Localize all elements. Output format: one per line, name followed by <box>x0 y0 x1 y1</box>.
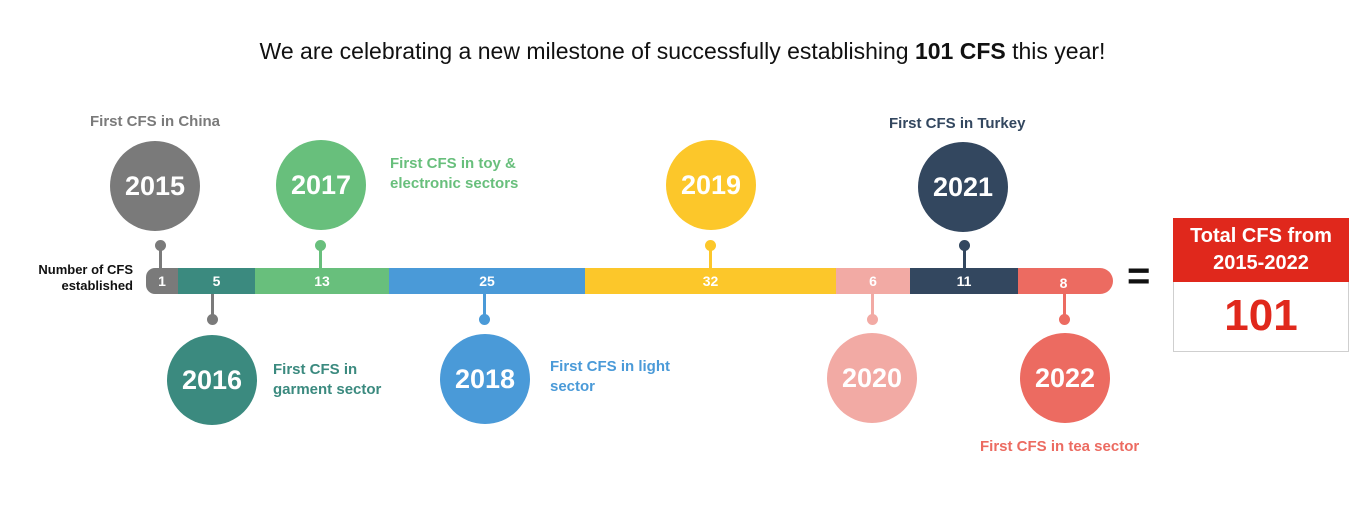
bar-2017: 13 <box>255 268 389 294</box>
bar-value: 1 <box>158 273 166 289</box>
circle-2021: 2021 <box>918 142 1008 232</box>
bar-value: 13 <box>314 273 330 289</box>
bar-value: 11 <box>956 273 972 289</box>
bar-2019: 32 <box>585 268 836 294</box>
bar-2021: 11 <box>910 268 1018 294</box>
circle-2019: 2019 <box>666 140 756 230</box>
connector-dot <box>867 314 878 325</box>
circle-2020: 2020 <box>827 333 917 423</box>
caption-2022: First CFS in tea sector <box>980 438 1140 455</box>
equals-sign: = <box>1127 254 1151 298</box>
connector-dot <box>315 240 326 251</box>
connector-stem <box>319 246 322 268</box>
connector-stem <box>709 246 712 268</box>
total-box: Total CFS from 2015-2022 101 <box>1173 218 1349 352</box>
bar-value: 32 <box>702 273 719 289</box>
bar-2015: 1 <box>146 268 178 294</box>
connector-stem <box>483 294 486 316</box>
circle-2015: 2015 <box>110 141 200 231</box>
connector-dot <box>1059 314 1070 325</box>
connector-dot <box>959 240 970 251</box>
connector-stem <box>211 294 214 316</box>
connector-dot <box>705 240 716 251</box>
total-value: 101 <box>1224 291 1298 340</box>
circle-2017: 2017 <box>276 140 366 230</box>
bar-2016: 5 <box>178 268 255 294</box>
connector-dot <box>479 314 490 325</box>
connector-stem <box>1063 294 1066 316</box>
bar-value: 6 <box>869 273 877 289</box>
caption-2017: First CFS in toy & electronic sectors <box>390 155 519 192</box>
caption-2015: First CFS in China <box>90 113 221 130</box>
connector-stem <box>963 246 966 268</box>
bar-2018: 25 <box>389 268 585 294</box>
connector-stem <box>159 246 162 268</box>
circle-2022: 2022 <box>1020 333 1110 423</box>
circle-2016: 2016 <box>167 335 257 425</box>
caption-2018: First CFS in light sector <box>550 358 670 395</box>
bar-2022: 8 <box>1018 268 1113 294</box>
connector-dot <box>155 240 166 251</box>
bar-value: 25 <box>479 273 495 289</box>
axis-label: Number of CFS established <box>38 262 133 293</box>
caption-2016: First CFS in garment sector <box>273 361 382 398</box>
circle-2018: 2018 <box>440 334 530 424</box>
bar-value: 8 <box>1059 275 1068 291</box>
connector-stem <box>871 294 874 316</box>
total-label: Total CFS from 2015-2022 <box>1173 218 1349 282</box>
bar-value: 5 <box>212 273 221 289</box>
page-title: We are celebrating a new milestone of su… <box>259 38 1106 64</box>
bar-2020: 6 <box>836 268 910 294</box>
caption-2021: First CFS in Turkey <box>889 115 1026 132</box>
connector-dot <box>207 314 218 325</box>
